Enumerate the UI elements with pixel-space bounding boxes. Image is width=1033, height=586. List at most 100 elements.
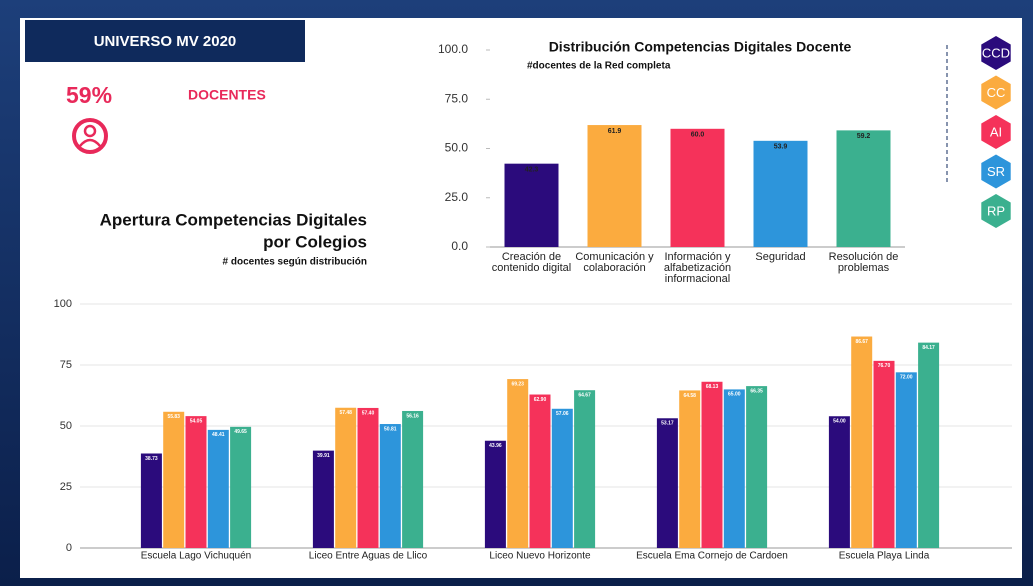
bar — [402, 410, 424, 548]
legend-label: CCD — [982, 45, 1010, 60]
y-tick-label: 50.0 — [445, 141, 469, 155]
bar — [529, 394, 551, 548]
x-tick-label: Liceo Nuevo Horizonte — [489, 551, 591, 562]
bar — [507, 379, 529, 548]
legend-label: SR — [987, 164, 1005, 179]
stat-label: DOCENTES — [188, 87, 266, 103]
y-tick-label: 0.0 — [451, 239, 468, 253]
bar — [746, 386, 768, 548]
x-tick-label: Escuela Ema Cornejo de Cardoen — [636, 551, 788, 562]
bar — [918, 342, 940, 548]
legend-swatch — [981, 36, 1011, 70]
chart-title: Distribución Competencias Digitales Doce… — [549, 39, 852, 55]
x-tick-label: Comunicación y colaboración — [575, 251, 654, 274]
bar — [895, 372, 917, 548]
bar — [357, 407, 379, 548]
value-label: 57.40 — [362, 410, 375, 416]
bar — [140, 453, 162, 548]
value-label: 57.48 — [339, 410, 352, 416]
bar — [185, 416, 207, 548]
legend-swatch — [981, 115, 1011, 149]
legend-swatch — [981, 194, 1011, 228]
chart-title: Apertura Competencias Digitales — [100, 210, 367, 229]
x-tick-label: Escuela Lago Vichuquén — [141, 551, 251, 562]
user-icon — [72, 118, 108, 154]
x-tick-label: Liceo Entre Aguas de Llico — [309, 551, 428, 562]
bar — [723, 389, 745, 548]
value-label: 54.05 — [190, 418, 203, 424]
value-label: 43.96 — [489, 443, 502, 449]
value-label: 64.67 — [578, 393, 591, 399]
bar — [851, 336, 873, 548]
value-label: 61.9 — [608, 128, 622, 135]
value-label: 60.0 — [691, 132, 705, 139]
value-label: 64.58 — [683, 393, 696, 399]
value-label: 86.67 — [855, 339, 868, 345]
legend-label: CC — [987, 85, 1006, 100]
y-tick-label: 25 — [60, 481, 72, 493]
header-title: UNIVERSO MV 2020 — [94, 33, 237, 50]
chart-subtitle: # docentes según distribución — [223, 257, 367, 268]
bar — [873, 360, 895, 548]
value-label: 59.2 — [857, 133, 871, 140]
value-label: 49.65 — [234, 429, 247, 435]
bar — [335, 407, 357, 548]
x-tick-label: Información y alfabetización informacion… — [663, 251, 732, 285]
chart-subtitle: #docentes de la Red completa — [527, 61, 671, 72]
value-label: 68.13 — [706, 384, 719, 390]
value-label: 42.3 — [525, 167, 539, 174]
value-label: 62.90 — [534, 397, 547, 403]
value-label: 69.23 — [511, 381, 524, 387]
bar — [230, 426, 252, 548]
y-tick-label: 25.0 — [445, 190, 469, 204]
bar — [163, 411, 185, 548]
value-label: 65.00 — [728, 392, 741, 398]
x-tick-label: Resolución de problemas — [828, 251, 899, 274]
legend-swatch — [981, 154, 1011, 189]
legend-label: RP — [987, 203, 1005, 218]
value-label: 48.41 — [212, 432, 225, 438]
value-label: 53.9 — [774, 144, 788, 151]
x-tick-label: Escuela Playa Linda — [839, 551, 930, 562]
value-label: 72.00 — [900, 375, 913, 381]
value-label: 53.17 — [661, 421, 674, 427]
y-tick-label: 75 — [60, 359, 72, 371]
value-label: 38.73 — [145, 456, 158, 462]
x-tick-label: Creación de contenido digital — [491, 251, 572, 274]
bar — [828, 416, 850, 548]
bar — [551, 408, 573, 548]
y-tick-label: 50 — [60, 420, 72, 432]
header-box — [25, 20, 305, 62]
y-tick-label: 100 — [54, 298, 72, 310]
value-label: 66.35 — [750, 388, 763, 394]
value-label: 39.91 — [317, 453, 330, 459]
value-label: 50.81 — [384, 426, 397, 432]
legend-swatch — [981, 75, 1011, 110]
bar — [656, 418, 678, 548]
bar — [701, 381, 723, 548]
value-label: 54.00 — [833, 419, 846, 425]
chart-title: por Colegios — [263, 232, 367, 251]
bar — [207, 429, 229, 548]
bar — [587, 125, 642, 247]
x-tick-label: Seguridad — [755, 251, 806, 263]
value-label: 55.83 — [167, 414, 180, 420]
bar — [484, 440, 506, 548]
value-label: 84.17 — [922, 345, 935, 351]
y-tick-label: 0 — [66, 542, 72, 554]
stat: 59% — [66, 82, 112, 108]
value-label: 57.06 — [556, 411, 569, 417]
bar — [836, 130, 891, 247]
bar — [504, 163, 559, 247]
value-label: 76.70 — [878, 363, 891, 369]
bar — [312, 450, 334, 548]
bar — [679, 390, 701, 548]
value-label: 56.16 — [406, 413, 419, 419]
bar — [379, 424, 401, 548]
bar — [574, 390, 596, 548]
y-tick-label: 75.0 — [445, 91, 469, 105]
y-tick-label: 100.0 — [438, 42, 468, 56]
legend-label: AI — [990, 124, 1002, 139]
